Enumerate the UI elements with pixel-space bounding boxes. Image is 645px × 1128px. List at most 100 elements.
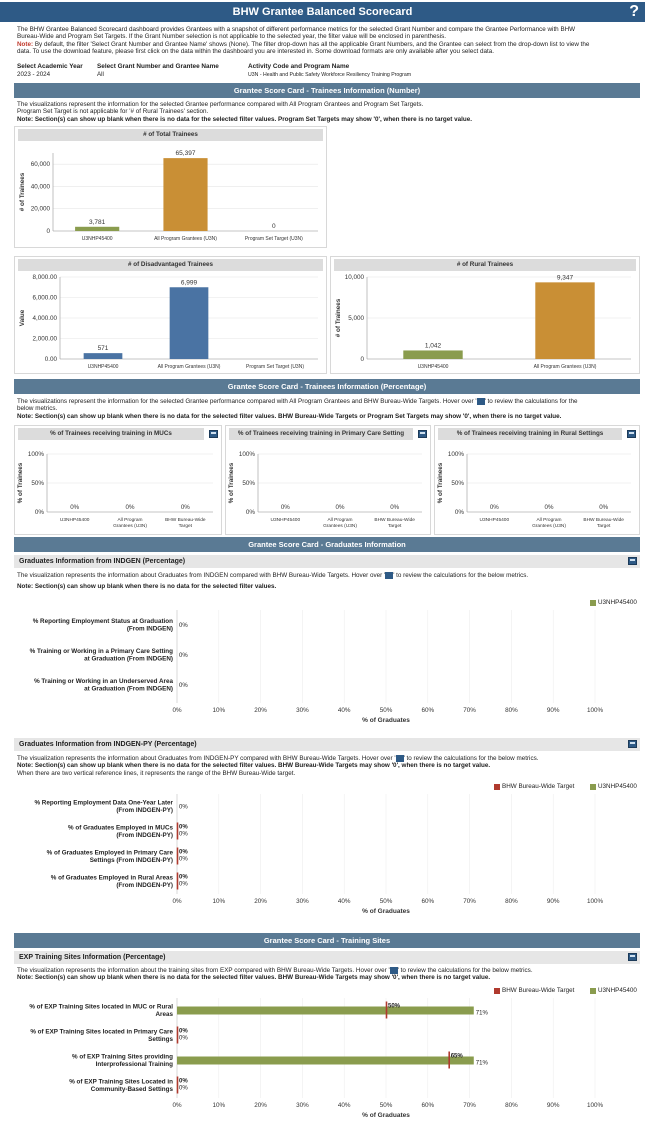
section1-desc: The visualizations represent the informa… <box>17 101 637 123</box>
target-label: 0% <box>179 850 188 856</box>
y-tick-label: 100% <box>448 451 465 458</box>
calculator-icon[interactable] <box>418 430 427 438</box>
section5-desc-1a: The visualization represents the informa… <box>17 967 390 975</box>
bar <box>163 158 208 231</box>
x-tick-label: 100% <box>587 898 604 905</box>
x-tick-label: U3NHP45400 <box>60 517 90 523</box>
x-tick-label: 80% <box>505 707 518 714</box>
x-tick-label: 60% <box>421 707 434 714</box>
grant-filter-select[interactable]: All <box>97 71 104 78</box>
y-tick-label: 2,000.00 <box>32 336 57 343</box>
calculator-icon[interactable] <box>628 740 637 748</box>
x-tick-label: 10% <box>212 707 225 714</box>
data-label: 65,397 <box>176 150 196 157</box>
x-tick-label: 80% <box>505 898 518 905</box>
x-tick-label: 40% <box>338 1102 351 1109</box>
bar <box>169 287 209 359</box>
data-label: 0% <box>179 882 188 888</box>
calculator-icon[interactable] <box>627 430 636 438</box>
y-tick-label: 60,000 <box>31 161 51 168</box>
row-label: % of EXP Training Sites located in Prima… <box>30 1029 173 1036</box>
section1-desc-2: Program Set Target is not applicable for… <box>17 108 209 116</box>
data-label: 0% <box>179 857 188 863</box>
section-trainees-percentage-header: Grantee Score Card - Trainees Informatio… <box>14 379 640 394</box>
panel-rural-trainees: # of Rural Trainees 0 5,000 10,000 # of Tra… <box>330 256 640 374</box>
section5-desc-1b: ' to review the calculations for the bel… <box>397 967 533 975</box>
section1-note: Note: Section(s) can show up blank when … <box>17 115 472 123</box>
data-label: 0% <box>336 504 345 511</box>
section4-note-2: When there are two vertical reference li… <box>17 769 296 777</box>
subsection-exp-header: EXP Training Sites Information (Percenta… <box>14 951 640 964</box>
chart-title-total: # of Total Trainees <box>18 129 323 141</box>
x-tick-label: All Program Grantees (U3N) <box>534 364 597 370</box>
x-tick-label: BHW Bureau-Wide <box>165 517 206 523</box>
year-filter-select[interactable]: 2023 - 2024 <box>17 71 51 78</box>
target-label: 65% <box>451 1054 464 1060</box>
help-icon[interactable]: ? <box>629 3 639 20</box>
legend-swatch-target <box>494 784 500 790</box>
legend-swatch-grantee <box>590 600 596 606</box>
x-tick-label: BHW Bureau-Wide <box>374 517 415 523</box>
section4-desc-1: The visualization represents the informa… <box>17 755 637 762</box>
data-label: 3,781 <box>89 219 106 226</box>
bar <box>177 1006 474 1015</box>
y-tick-label: 0% <box>455 509 465 516</box>
intro-line-3: Note: By default, the filter 'Select Gra… <box>17 41 642 48</box>
target-label: 0% <box>179 1029 188 1035</box>
calculator-icon[interactable] <box>628 557 637 565</box>
chart-title-ruralpct: % of Trainees receiving training in Rura… <box>438 428 622 440</box>
data-label: 0% <box>179 1036 188 1042</box>
y-tick-label: 6,000.00 <box>32 295 57 302</box>
target-label: 0% <box>179 875 188 881</box>
y-axis-title: # of Trainees <box>335 298 342 337</box>
row-label: % Training or Working in a Primary Care … <box>30 648 173 655</box>
data-label: 71% <box>476 1011 489 1017</box>
x-tick-label: Program Set Target (U3N) <box>245 236 303 242</box>
x-tick-label: 40% <box>338 707 351 714</box>
row-label: % of Graduates Employed in Primary Care <box>47 850 174 857</box>
panel-muc-pct: % of Trainees receiving training in MUCs… <box>14 425 222 535</box>
x-tick-label: 0% <box>172 707 182 714</box>
legend-label-grantee[interactable]: U3NHP45400 <box>598 599 637 606</box>
legend-label-target[interactable]: BHW Bureau-Wide Target <box>502 987 575 994</box>
row-label: (From INDGEN-PY) <box>116 882 173 889</box>
calculator-icon[interactable] <box>209 430 218 438</box>
x-tick-label: U3NHP45400 <box>418 364 449 370</box>
y-axis-title: % of Trainees <box>228 462 235 503</box>
bar <box>535 282 595 359</box>
legend-label-target[interactable]: BHW Bureau-Wide Target <box>502 783 575 790</box>
calculator-icon[interactable] <box>476 398 485 405</box>
x-tick-label: Target <box>179 523 193 529</box>
y-axis-title: # of Trainees <box>19 172 26 211</box>
target-label: 0% <box>179 1079 188 1085</box>
row-label: % of Graduates Employed in Rural Areas <box>51 875 174 882</box>
calculator-icon[interactable] <box>389 967 398 974</box>
x-tick-label: 70% <box>463 1102 476 1109</box>
x-tick-label: 90% <box>547 1102 560 1109</box>
section2-desc: The visualizations represent the informa… <box>17 398 642 420</box>
section5-desc: The visualization represents the informa… <box>17 967 637 982</box>
chart-title-primary: % of Trainees receiving training in Prim… <box>229 428 413 440</box>
legend-label-grantee[interactable]: U3NHP45400 <box>598 783 637 790</box>
calculator-icon[interactable] <box>628 953 637 961</box>
legend-label-grantee[interactable]: U3NHP45400 <box>598 987 637 994</box>
intro-line-4: data. To use the download feature, pleas… <box>17 47 494 55</box>
x-axis-title: % of Graduates <box>362 1112 410 1119</box>
data-label: 0% <box>179 1086 188 1092</box>
row-label: % of EXP Training Sites providing <box>72 1054 173 1061</box>
legend-swatch-grantee <box>590 988 596 994</box>
x-tick-label: 70% <box>463 898 476 905</box>
calculator-icon[interactable] <box>385 572 394 579</box>
chart-indgenpy: 0% 10% 20% 30% 40% 50% 60% 70% 80% 90% 100% % of Gr… <box>34 794 604 915</box>
y-tick-label: 0 <box>46 228 50 235</box>
row-label: % of EXP Training Sites located in MUC o… <box>29 1004 173 1011</box>
x-tick-label: U3NHP45400 <box>480 517 510 523</box>
y-tick-label: 40,000 <box>31 183 51 190</box>
chart-muc-pct: 0% 50% 100% % of Trainees 0% U3NHP45400 0% All … <box>17 451 213 529</box>
calculator-icon[interactable] <box>395 755 404 762</box>
data-label: 0% <box>179 653 188 659</box>
x-tick-label: 40% <box>338 898 351 905</box>
page-title: BHW Grantee Balanced Scorecard <box>232 6 413 18</box>
x-tick-label: 60% <box>421 1102 434 1109</box>
row-label: (From INDGEN-PY) <box>116 807 173 814</box>
